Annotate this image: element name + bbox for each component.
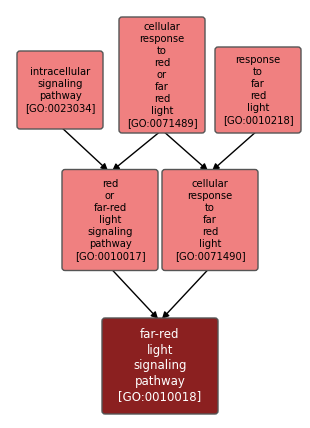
Text: far-red
light
signaling
pathway
[GO:0010018]: far-red light signaling pathway [GO:0010… (118, 329, 202, 404)
Text: cellular
response
to
red
or
far
red
light
[GO:0071489]: cellular response to red or far red ligh… (127, 22, 197, 128)
Text: response
to
far
red
light
[GO:0010218]: response to far red light [GO:0010218] (223, 55, 293, 125)
Text: red
or
far-red
light
signaling
pathway
[GO:0010017]: red or far-red light signaling pathway [… (75, 179, 145, 261)
FancyBboxPatch shape (119, 17, 205, 133)
FancyBboxPatch shape (162, 169, 258, 270)
FancyBboxPatch shape (62, 169, 158, 270)
FancyBboxPatch shape (17, 51, 103, 129)
FancyBboxPatch shape (215, 47, 301, 133)
FancyBboxPatch shape (102, 318, 218, 414)
Text: cellular
response
to
far
red
light
[GO:0071490]: cellular response to far red light [GO:0… (175, 179, 245, 261)
Text: intracellular
signaling
pathway
[GO:0023034]: intracellular signaling pathway [GO:0023… (25, 67, 95, 113)
